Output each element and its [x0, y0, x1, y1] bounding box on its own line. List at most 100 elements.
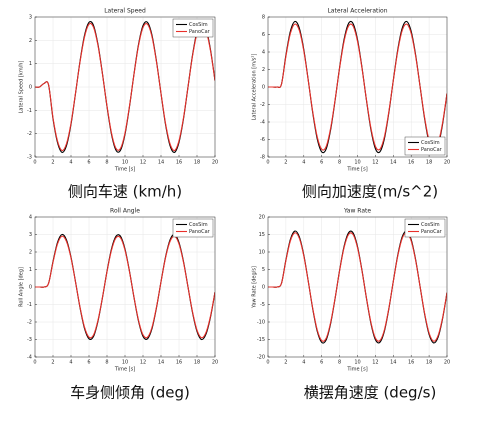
x-tick-label: 18 [426, 160, 432, 166]
series-line [35, 22, 215, 152]
x-tick-label: 4 [302, 360, 305, 366]
y-tick-label: -2 [27, 320, 32, 326]
x-tick-label: 14 [390, 160, 396, 166]
x-tick-label: 0 [266, 160, 269, 166]
series-line [268, 232, 447, 342]
x-tick-label: 18 [426, 360, 432, 366]
y-tick-label: -10 [257, 320, 265, 326]
legend-label: CosSim [421, 140, 440, 146]
chart-title: Lateral Speed [104, 8, 146, 15]
x-tick-label: 12 [372, 160, 378, 166]
x-axis-label: Time [s] [346, 367, 367, 373]
y-tick-label: -4 [260, 120, 265, 126]
y-tick-label: 0 [29, 85, 32, 91]
y-tick-label: -4 [27, 355, 32, 361]
x-tick-label: 6 [87, 160, 90, 166]
y-tick-label: -2 [260, 102, 265, 108]
legend-label: PanoCar [421, 147, 443, 153]
y-tick-label: 0 [29, 285, 32, 291]
legend-box [172, 18, 214, 38]
x-axis-label: Time [s] [346, 167, 367, 173]
x-tick-label: 16 [408, 360, 414, 366]
y-tick-label: 0 [262, 85, 265, 91]
y-axis-label: Lateral Acceleration [m/s²] [252, 54, 258, 121]
y-tick-label: -20 [257, 355, 265, 361]
x-tick-label: 20 [444, 160, 450, 166]
y-tick-label: -6 [260, 137, 265, 143]
legend-box [172, 218, 214, 238]
x-tick-label: 6 [87, 360, 90, 366]
x-tick-label: 10 [354, 160, 360, 166]
y-axis-label: Lateral Speed [km/h] [19, 61, 25, 114]
x-tick-label: 10 [122, 360, 128, 366]
y-tick-label: 4 [262, 50, 265, 56]
x-tick-label: 6 [320, 360, 323, 366]
y-tick-label: 2 [29, 38, 32, 44]
y-tick-label: 3 [29, 232, 32, 238]
x-tick-label: 6 [320, 160, 323, 166]
y-tick-label: -2 [27, 131, 32, 137]
y-tick-label: -5 [260, 302, 265, 308]
x-axis-label: Time [s] [114, 367, 135, 373]
x-tick-label: 2 [51, 160, 54, 166]
x-tick-label: 0 [33, 160, 36, 166]
legend-label: CosSim [189, 22, 208, 28]
series-line [268, 23, 447, 151]
y-tick-label: 1 [29, 61, 32, 67]
x-tick-label: 16 [176, 160, 182, 166]
x-tick-label: 18 [194, 160, 200, 166]
x-tick-label: 4 [302, 160, 305, 166]
y-axis-label: Yaw Rate [deg/s] [252, 266, 258, 309]
series-line [35, 235, 215, 339]
x-tick-label: 20 [444, 360, 450, 366]
y-tick-label: -1 [27, 108, 32, 114]
x-tick-label: 10 [354, 360, 360, 366]
y-tick-label: -3 [27, 337, 32, 343]
y-tick-label: 2 [262, 67, 265, 73]
y-tick-label: 4 [29, 215, 32, 221]
y-tick-label: 1 [29, 267, 32, 273]
x-tick-label: 2 [284, 160, 287, 166]
x-tick-label: 12 [140, 160, 146, 166]
y-tick-label: 15 [259, 232, 265, 238]
y-axis-label: Roll Angle [deg] [19, 267, 25, 307]
y-tick-label: 10 [259, 250, 265, 256]
y-tick-label: 6 [262, 32, 265, 38]
x-tick-label: 10 [122, 160, 128, 166]
x-tick-label: 4 [69, 360, 72, 366]
y-tick-label: 0 [262, 285, 265, 291]
legend-box [404, 218, 446, 238]
x-tick-label: 20 [212, 160, 218, 166]
caption: 车身侧倾角 (deg) [70, 384, 190, 402]
x-tick-label: 16 [176, 360, 182, 366]
y-tick-label: 2 [29, 250, 32, 256]
x-tick-label: 14 [390, 360, 396, 366]
chart-title: Yaw Rate [343, 208, 371, 215]
y-tick-label: 8 [262, 15, 265, 21]
x-tick-label: 14 [158, 360, 164, 366]
x-tick-label: 0 [266, 360, 269, 366]
y-tick-label: -8 [260, 155, 265, 161]
x-tick-label: 0 [33, 360, 36, 366]
y-tick-label: 20 [259, 215, 265, 221]
x-tick-label: 8 [105, 360, 108, 366]
y-tick-label: -15 [257, 337, 265, 343]
x-tick-label: 16 [408, 160, 414, 166]
x-tick-label: 4 [69, 160, 72, 166]
x-tick-label: 2 [51, 360, 54, 366]
legend-label: PanoCar [189, 29, 211, 35]
x-axis-label: Time [s] [114, 167, 135, 173]
x-tick-label: 8 [338, 360, 341, 366]
x-tick-label: 18 [194, 360, 200, 366]
x-tick-label: 14 [158, 160, 164, 166]
subplot: 0 2 4 6 8 10 12 14 16 18 20 -8 -6 -4 -2 0 2 4 6 8 Lateral Ac… [252, 8, 451, 201]
axes-box [267, 16, 448, 158]
x-tick-label: 12 [372, 360, 378, 366]
legend-box [404, 136, 446, 156]
x-tick-label: 20 [212, 360, 218, 366]
legend-label: CosSim [421, 222, 440, 228]
